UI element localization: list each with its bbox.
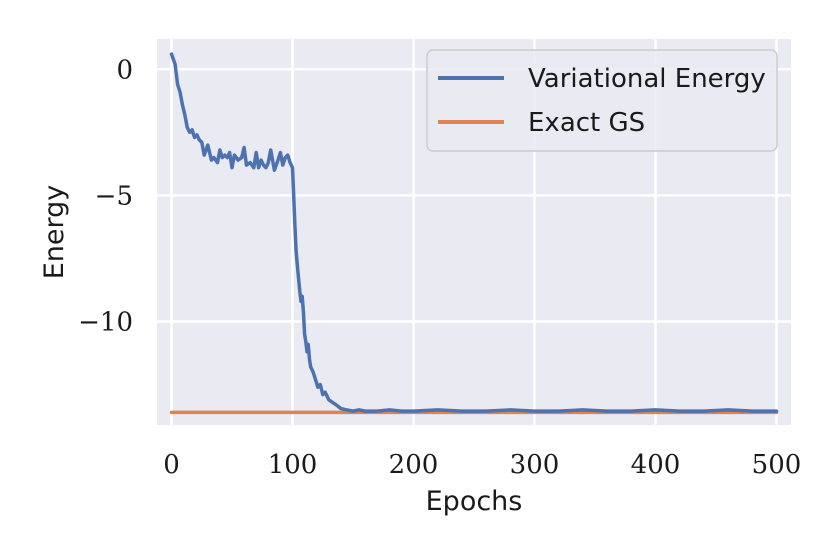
series-line-variational-energy bbox=[169, 52, 779, 413]
x-tick-label: 0 bbox=[163, 450, 180, 480]
y-tick-label: 0 bbox=[116, 55, 133, 85]
y-axis-title: Energy bbox=[39, 185, 70, 280]
legend-label-variational-energy: Variational Energy bbox=[528, 64, 766, 94]
y-tick-label: −5 bbox=[95, 181, 133, 211]
legend-label-exact-gs: Exact GS bbox=[528, 108, 645, 138]
x-axis-title: Epochs bbox=[426, 486, 523, 517]
x-tick-label: 200 bbox=[389, 450, 439, 480]
x-tick-label: 300 bbox=[510, 450, 560, 480]
ticks: 0 100 200 300 400 500 0 −5 −10 bbox=[78, 55, 801, 480]
x-tick-label: 100 bbox=[268, 450, 318, 480]
x-tick-label: 500 bbox=[752, 450, 802, 480]
legend: Variational Energy Exact GS bbox=[426, 49, 778, 152]
legend-box bbox=[426, 49, 778, 152]
y-tick-label: −10 bbox=[78, 308, 133, 338]
x-tick-label: 400 bbox=[631, 450, 681, 480]
lines bbox=[169, 52, 779, 415]
